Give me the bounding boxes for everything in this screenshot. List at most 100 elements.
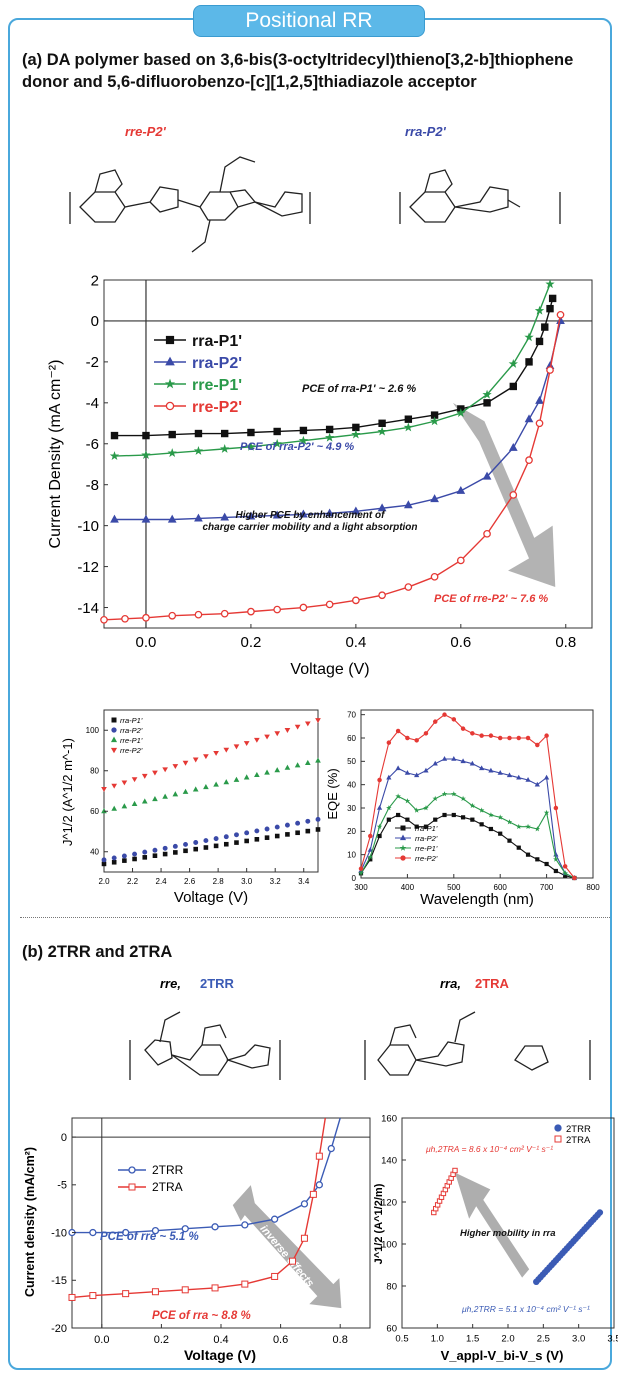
data-point-rra-P2 (234, 832, 239, 838)
data-point-rre-P1 (423, 805, 429, 811)
data-point-2TRA (289, 1257, 297, 1265)
data-point-rra-P1 (433, 817, 438, 822)
data-point-rre-P2 (131, 777, 138, 783)
data-point-rra-P1 (183, 848, 188, 854)
data-point-rre-P2 (315, 718, 321, 724)
data-point-rra-P1 (396, 812, 401, 818)
data-point-rra-P2 (111, 855, 117, 861)
data-point-2TRA (315, 1152, 323, 1160)
data-point-rre-P2 (553, 805, 559, 811)
data-point-rra-P1 (264, 835, 270, 840)
legend-label-rra-P1: rra-P1' (120, 716, 143, 725)
mob-ytick-label: 140 (381, 1155, 397, 1166)
data-point-rra-P1 (142, 431, 150, 440)
data-point-rre-P2 (509, 491, 518, 499)
data-point-rra-P2 (244, 830, 250, 836)
data-point-2TRR (151, 1226, 160, 1235)
data-point-rre-P1 (304, 759, 311, 765)
data-point-rra-P2 (101, 857, 107, 863)
data-point-rre-P1 (298, 435, 309, 445)
legend-label-rra-P1: rra-P1' (415, 824, 438, 833)
data-point-rra-P1 (220, 429, 229, 438)
main-xtick-label: 0.4 (345, 634, 366, 651)
sclc-xtick-label: 3.0 (241, 877, 253, 886)
legend-marker-rre-P2 (165, 401, 175, 411)
legend-label-rre-P1: rre-P1' (120, 736, 143, 745)
data-point-rra-P2 (272, 510, 282, 519)
data-point-rre-P2 (223, 747, 230, 753)
data-point-rre-P2 (556, 310, 565, 319)
jv-2tr-chart: inverse effects Voltage (V) Current dens… (23, 1117, 371, 1363)
data-point-rre-P2 (488, 733, 494, 738)
data-point-rre-P2 (460, 726, 466, 731)
data-point-2TRR (89, 1228, 97, 1237)
data-point-rre-P1 (432, 795, 439, 802)
data-point-rre-P1 (506, 819, 513, 825)
data-point-2TRA (452, 1167, 458, 1174)
eqe-y-label: EQE (%) (325, 768, 340, 819)
data-point-rre-P2 (304, 721, 311, 727)
data-point-rre-P2 (395, 728, 401, 734)
data-point-rre-P1 (534, 305, 545, 315)
data-point-rra-P2 (414, 772, 420, 778)
data-point-rre-P1 (246, 441, 256, 451)
data-point-rre-P1 (203, 783, 209, 790)
main-ytick-label: -6 (86, 436, 99, 453)
data-point-rre-P1 (264, 769, 270, 775)
data-point-2TRA (309, 1190, 317, 1198)
eqe-chart: Wavelength (nm) EQE (%) rra-P1'rra-P2'rr… (325, 709, 600, 908)
data-point-rra-P1 (405, 817, 410, 822)
main-trend-arrow (452, 402, 556, 588)
data-point-rra-P1 (498, 831, 503, 836)
sclc-ytick-label: 40 (90, 848, 99, 857)
legend-label-rre-P1: rre-P1' (192, 377, 242, 394)
data-point-rra-P1 (234, 840, 239, 845)
structure-left-label: rre-P2' (125, 124, 167, 139)
data-point-rre-P1 (413, 807, 420, 813)
data-point-rra-P2 (132, 851, 138, 857)
data-point-rre-P1 (233, 776, 240, 782)
data-point-rra-P2 (167, 514, 177, 523)
data-point-2TRA (89, 1292, 97, 1300)
data-point-rra-P2 (543, 774, 550, 780)
data-point-rre-P2 (470, 731, 475, 736)
data-point-rre-P1 (121, 803, 128, 809)
data-point-2TRA (151, 1288, 159, 1296)
data-point-rre-P1 (294, 762, 301, 768)
data-point-rra-P1 (546, 304, 554, 313)
structure-2tra-name: 2TRA (475, 976, 510, 991)
data-point-rre-P1 (543, 809, 550, 816)
data-point-rra-P2 (325, 508, 335, 517)
data-point-rra-P1 (404, 415, 413, 423)
data-point-rre-P1 (141, 798, 148, 804)
data-point-rra-P2 (110, 514, 119, 523)
data-point-2TRR (315, 1181, 323, 1189)
data-point-rra-P1 (295, 830, 300, 836)
mob-xtick-label: 2.5 (537, 1334, 550, 1345)
data-point-rre-P2 (423, 731, 429, 736)
main-jv-chart: Voltage (V) Current Density (mA cm⁻²) rr… (47, 272, 593, 678)
data-point-rre-P1 (272, 438, 282, 448)
eqe-ytick-label: 20 (347, 827, 356, 836)
banner-title: Positional RR (193, 5, 425, 37)
data-point-rra-P1 (315, 827, 321, 832)
data-point-rre-P2 (377, 777, 382, 783)
data-point-2TRR (181, 1225, 189, 1233)
data-point-rre-P1 (167, 448, 177, 457)
data-point-rre-P1 (524, 332, 534, 342)
data-point-rre-P1 (351, 429, 361, 439)
data-point-rra-P2 (351, 506, 361, 515)
data-point-rra-P2 (432, 760, 438, 766)
data-point-2TRA (122, 1290, 130, 1298)
jv2-ytick-label: -20 (51, 1323, 67, 1335)
annotation-pce-rre: PCE of rre ~ 5.1 % (100, 1231, 199, 1243)
data-point-rra-P2 (451, 756, 457, 761)
data-point-rre-P1 (193, 446, 204, 455)
data-point-rre-P1 (109, 451, 120, 461)
eqe-ytick-label: 10 (347, 850, 356, 859)
data-point-rre-P1 (162, 793, 168, 799)
data-point-rre-P2 (273, 605, 282, 614)
data-point-rre-P2 (535, 419, 544, 428)
annotation-pce-rra-p2: PCE of rra-P2' ~ 4.9 % (240, 441, 354, 453)
jv2-xtick-label: 0.4 (213, 1334, 228, 1346)
